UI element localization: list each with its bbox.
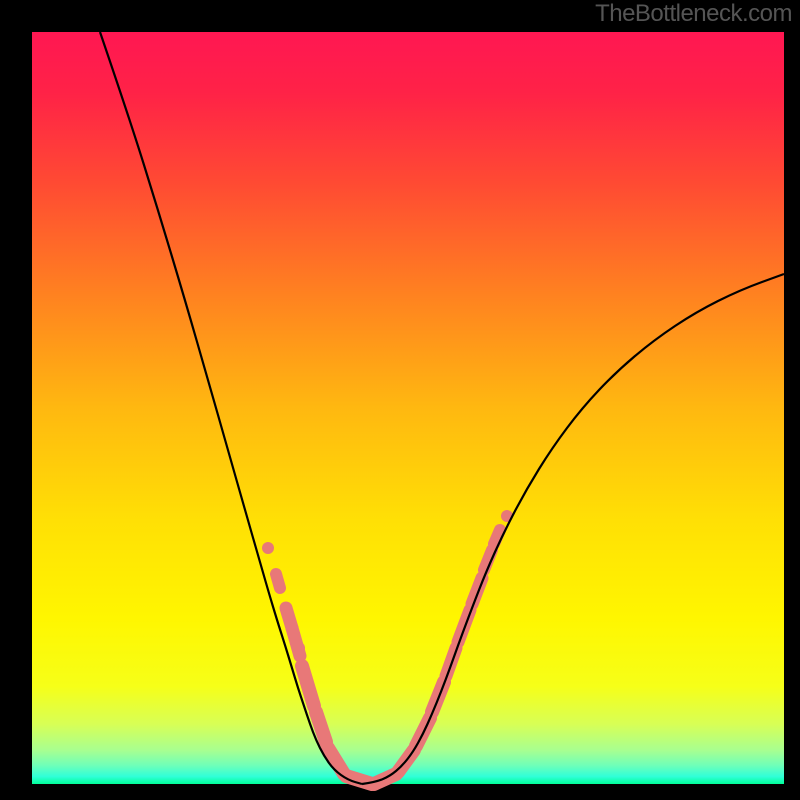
plot-background bbox=[32, 32, 784, 784]
curve-marker-dot bbox=[262, 542, 274, 554]
curve-marker-segment bbox=[276, 574, 280, 588]
bottleneck-chart-svg bbox=[0, 0, 800, 800]
curve-marker-segment bbox=[316, 712, 326, 742]
chart-container: TheBottleneck.com bbox=[0, 0, 800, 800]
curve-marker-dot bbox=[293, 642, 305, 654]
watermark-text: TheBottleneck.com bbox=[595, 0, 792, 28]
